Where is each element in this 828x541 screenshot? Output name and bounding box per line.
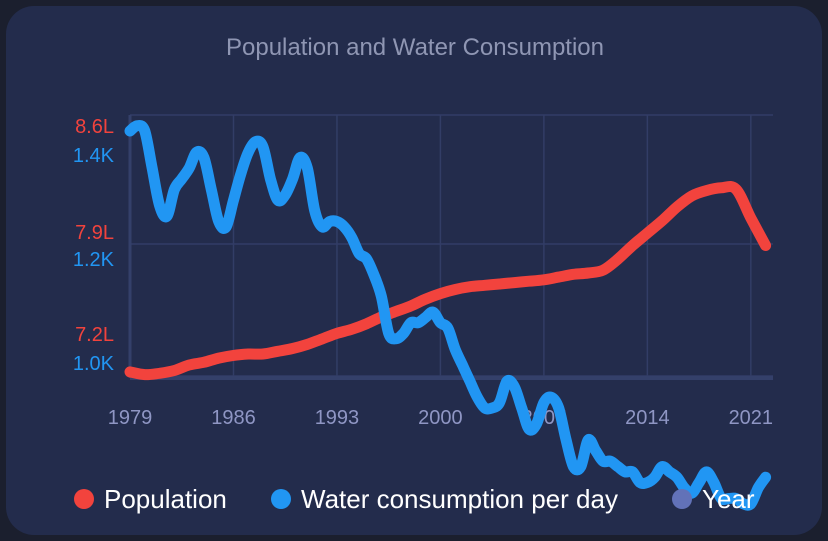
x-tick-label-2014: 2014 — [625, 407, 670, 429]
population-tick-label-2: 7.2L — [75, 324, 114, 346]
population-line — [124, 180, 772, 381]
legend-item-water-consumption[interactable]: Water consumption per day — [271, 484, 618, 514]
series-lines — [124, 120, 772, 511]
x-tick-label-1993: 1993 — [315, 407, 360, 429]
tick-labels: 1979 1986 1993 2000 2007 2014 20218.6L7.9L7.2L… — [73, 116, 773, 429]
population-tick-label-1: 7.9L — [75, 222, 114, 244]
legend-marker-icon — [672, 489, 692, 509]
legend-label: Population — [104, 484, 227, 514]
water-tick-label-2: 1.0K — [73, 353, 115, 375]
water-tick-label-0: 1.4K — [73, 145, 115, 167]
x-tick-label-2021: 2021 — [729, 407, 774, 429]
legend-marker-icon — [271, 489, 291, 509]
legend-label: Water consumption per day — [301, 484, 618, 514]
legend[interactable]: Population Water consumption per day Year — [74, 484, 755, 514]
x-tick-label-1986: 1986 — [211, 407, 256, 429]
legend-label: Year — [702, 484, 755, 514]
legend-item-population[interactable]: Population — [74, 484, 227, 514]
water-tick-label-1: 1.2K — [73, 249, 115, 271]
chart-card — [6, 6, 822, 535]
x-tick-label-2000: 2000 — [418, 407, 463, 429]
legend-marker-icon — [74, 489, 94, 509]
axes — [128, 115, 773, 380]
legend-item-year[interactable]: Year — [672, 484, 755, 514]
population-tick-label-0: 8.6L — [75, 116, 114, 138]
water-consumption-line — [124, 120, 772, 511]
chart-title: Population and Water Consumption — [226, 34, 604, 61]
x-tick-label-1979: 1979 — [108, 407, 153, 429]
